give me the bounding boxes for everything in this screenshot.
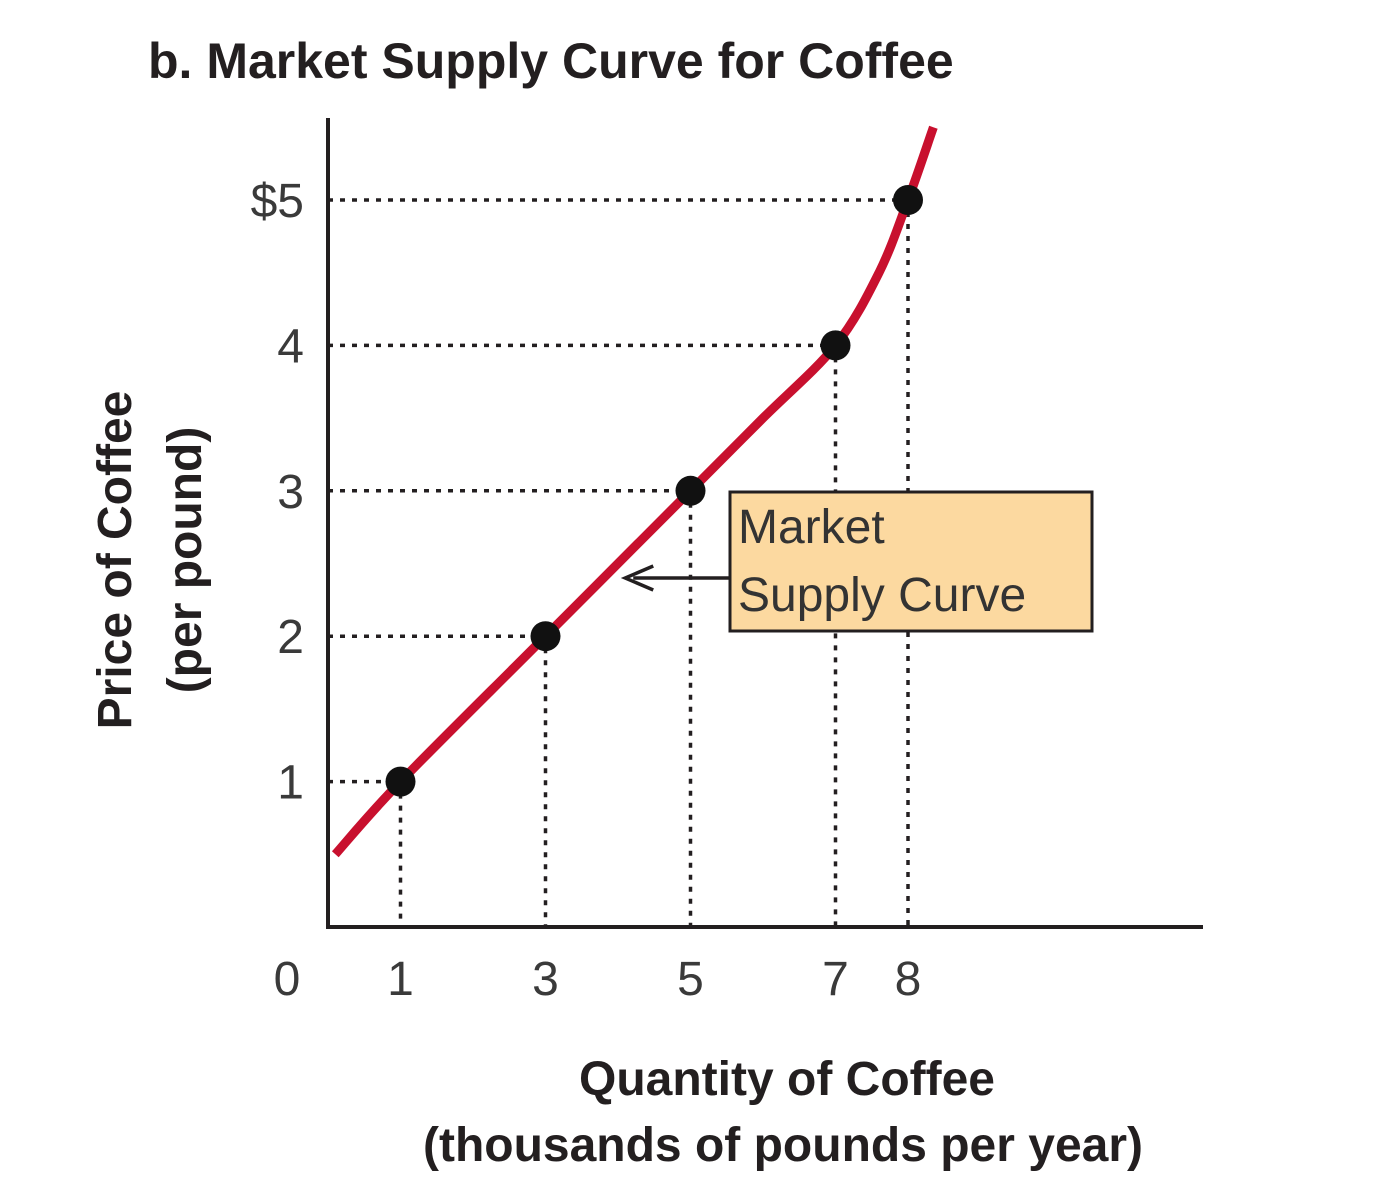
- y-tick-label: 4: [277, 320, 304, 373]
- x-tick-label: 1: [387, 953, 414, 1006]
- y-axis-label-line1: Price of Coffee: [89, 391, 142, 730]
- y-tick-labels: 1 2 3 4 $5: [251, 175, 304, 810]
- supply-curve: [331, 125, 938, 858]
- data-point: [820, 330, 851, 361]
- y-axis-label: Price of Coffee (per pound): [89, 391, 212, 730]
- annotation-line1: Market: [738, 501, 885, 554]
- y-tick-label: 2: [277, 611, 304, 664]
- y-tick-label: 1: [277, 757, 304, 810]
- y-tick-label: $5: [251, 175, 304, 228]
- y-axis-label-line2: (per pound): [159, 427, 212, 694]
- annotation-arrowhead: [620, 564, 654, 592]
- x-tick-label: 7: [822, 953, 849, 1006]
- annotation-line2: Supply Curve: [738, 569, 1026, 622]
- y-tick-label: 3: [277, 466, 304, 519]
- x-axis-label-line1: Quantity of Coffee: [579, 1053, 995, 1106]
- x-tick-label: 3: [532, 953, 559, 1006]
- x-tick-label: 8: [895, 953, 922, 1006]
- data-points: [385, 185, 923, 797]
- annotation-box: [728, 490, 1094, 633]
- origin-label: 0: [274, 953, 301, 1006]
- data-point: [893, 185, 923, 215]
- data-point: [675, 475, 706, 506]
- annotation: Market Supply Curve: [620, 490, 1094, 633]
- chart-title: b. Market Supply Curve for Coffee: [148, 33, 954, 89]
- data-point: [385, 766, 416, 797]
- x-tick-label: 5: [677, 953, 704, 1006]
- x-axis-label-line2: (thousands of pounds per year): [423, 1119, 1143, 1172]
- data-point: [530, 621, 561, 652]
